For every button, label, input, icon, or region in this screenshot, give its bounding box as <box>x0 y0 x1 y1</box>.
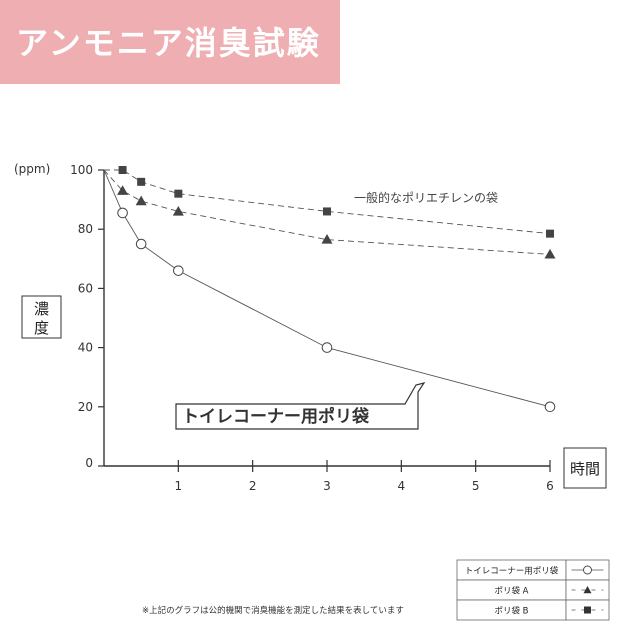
data-point-0 <box>117 207 128 219</box>
x-tick-label: 4 <box>398 479 406 493</box>
x-tick-label: 5 <box>472 479 480 493</box>
data-point-0 <box>135 238 147 250</box>
y-unit-label: (ppm) <box>14 162 50 176</box>
legend-marker <box>584 606 591 614</box>
callout-label: トイレコーナー用ポリ袋 <box>182 406 370 427</box>
data-point-2 <box>118 166 127 174</box>
y-tick-label: 40 <box>78 341 93 355</box>
x-tick-label: 6 <box>546 479 554 493</box>
chart-markers-layer <box>117 166 556 413</box>
data-point-2 <box>137 177 146 186</box>
y-tick-label: 80 <box>78 222 93 236</box>
legend-label: トイレコーナー用ポリ袋 <box>465 566 559 577</box>
data-point-0 <box>173 265 184 276</box>
title-band: アンモニア消臭試験 <box>0 0 340 84</box>
y-axis-label-box <box>21 295 62 339</box>
y-axis-label-line-2: 度 <box>34 319 49 337</box>
series-annotation: 一般的なポリエチレンの袋 <box>354 190 498 205</box>
chart-series-layer <box>103 169 551 408</box>
legend-marker <box>583 565 592 575</box>
series-line-1 <box>103 169 551 255</box>
x-axis-label-box <box>563 447 607 489</box>
x-tick-label: 2 <box>249 479 257 493</box>
legend-label: ポリ袋 B <box>494 606 528 617</box>
y-tick-label: 0 <box>85 456 93 470</box>
y-tick-label: 20 <box>78 400 93 414</box>
data-point-1 <box>135 195 147 206</box>
data-point-2 <box>174 189 183 198</box>
y-tick-label: 100 <box>70 163 93 177</box>
data-point-2 <box>323 207 331 216</box>
page-title: アンモニア消臭試験 <box>16 24 321 62</box>
data-point-1 <box>321 234 333 244</box>
data-point-1 <box>117 185 129 195</box>
x-axis-label: 時間 <box>570 460 600 478</box>
legend-marker <box>583 586 592 594</box>
data-point-1 <box>172 205 184 216</box>
legend-label: ポリ袋 A <box>494 586 528 597</box>
data-point-0 <box>544 401 556 413</box>
footnote: ※上記のグラフは公的機関で消臭機能を測定した結果を表しています <box>142 605 404 616</box>
data-point-2 <box>546 229 554 238</box>
data-point-1 <box>544 248 556 259</box>
x-tick-label: 3 <box>323 479 331 493</box>
callout-box <box>175 382 426 430</box>
x-tick-label: 1 <box>175 479 183 493</box>
y-tick-label: 60 <box>78 281 93 295</box>
series-line-0 <box>103 169 551 408</box>
data-point-0 <box>321 342 333 353</box>
chart-axes: 0 20 40 60 80 100 1 2 3 4 5 6 <box>70 163 554 493</box>
y-axis-label-line-1: 濃 <box>34 300 49 318</box>
